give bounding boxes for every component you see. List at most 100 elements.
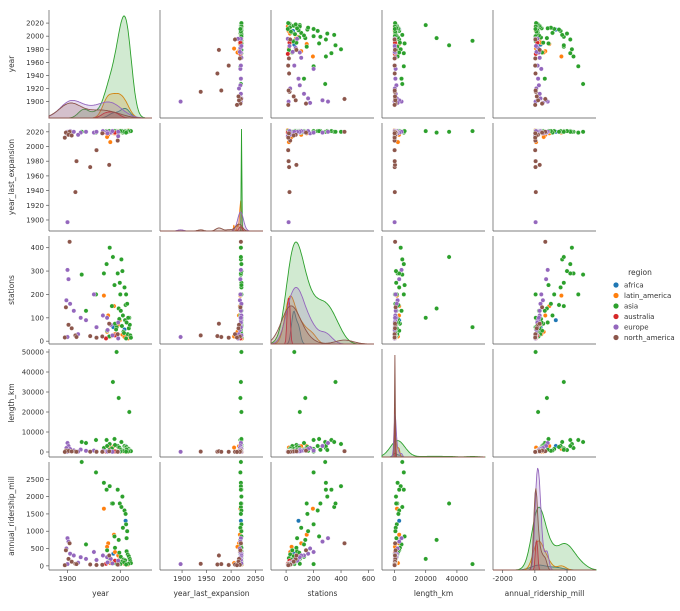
- scatter-point: [333, 42, 338, 48]
- y-tick-label: 1920: [26, 85, 44, 93]
- scatter-point: [69, 325, 75, 331]
- scatter-point: [73, 189, 78, 195]
- panel-annual-ridership-mill-vs-annual-ridership-mill: [492, 462, 597, 571]
- scatter-point: [446, 254, 452, 260]
- y-tick-label: 30000: [22, 389, 44, 397]
- scatter-point: [392, 553, 398, 558]
- scatter-point: [287, 43, 292, 49]
- scatter-point: [107, 245, 113, 251]
- scatter-point: [238, 379, 244, 385]
- scatter-point: [434, 35, 439, 41]
- scatter-point: [305, 528, 311, 534]
- scatter-point: [115, 129, 121, 135]
- scatter-point: [534, 94, 540, 99]
- kde-asia: [160, 128, 263, 232]
- scatter-point: [311, 448, 316, 453]
- scatter-point: [392, 528, 398, 534]
- scatter-point: [559, 439, 565, 445]
- scatter-point: [123, 562, 129, 567]
- panel-year-last-expansion-vs-year: [48, 123, 152, 232]
- scatter-point: [323, 487, 329, 493]
- scatter-point: [311, 469, 316, 475]
- scatter-point: [226, 449, 232, 455]
- scatter-point: [559, 54, 564, 59]
- legend-label-africa: africa: [624, 282, 644, 290]
- scatter-point: [434, 306, 439, 311]
- legend-title: region: [628, 268, 652, 277]
- scatter-point: [104, 261, 110, 267]
- panel-stations-vs-stations: [270, 236, 374, 345]
- scatter-point: [286, 56, 292, 61]
- scatter-point: [392, 71, 398, 76]
- scatter-point: [395, 511, 401, 517]
- y-tick-label: 200: [31, 291, 44, 299]
- scatter-point: [393, 280, 399, 286]
- y-tick-label: 1500: [26, 510, 44, 518]
- scatter-point: [307, 100, 313, 106]
- scatter-point: [550, 30, 555, 36]
- scatter-point: [342, 96, 347, 102]
- scatter-point: [79, 439, 85, 445]
- scatter-point: [93, 469, 99, 475]
- scatter-point: [533, 189, 539, 195]
- scatter-point: [311, 521, 316, 527]
- scatter-point: [393, 304, 398, 310]
- legend-marker-europe: [613, 324, 619, 330]
- scatter-point: [533, 219, 538, 225]
- scatter-point: [83, 542, 89, 547]
- scatter-point: [67, 239, 73, 245]
- scatter-point: [533, 158, 538, 164]
- scatter-point: [236, 86, 242, 91]
- x-axis-label-year-last-expansion: year_last_expansion: [173, 589, 249, 598]
- scatter-point: [218, 561, 224, 567]
- scatter-point: [534, 325, 540, 331]
- x-axis-label-annual-ridership-mill: annual_ridership_mill: [505, 589, 585, 598]
- scatter-point: [396, 539, 402, 544]
- scatter-point: [323, 54, 329, 59]
- panel-year-vs-year: [48, 10, 152, 119]
- scatter-point: [285, 562, 291, 568]
- scatter-point: [317, 447, 323, 453]
- scatter-point: [286, 219, 291, 225]
- scatter-point: [392, 88, 398, 93]
- scatter-point: [105, 560, 111, 565]
- scatter-point: [115, 133, 121, 139]
- scatter-point: [575, 291, 581, 297]
- scatter-point: [325, 440, 331, 446]
- scatter-point: [237, 276, 243, 282]
- scatter-point: [303, 448, 309, 453]
- scatter-point: [106, 448, 112, 454]
- scatter-point: [119, 504, 124, 510]
- scatter-point: [112, 534, 117, 539]
- scatter-point: [533, 71, 538, 76]
- scatter-point: [561, 254, 567, 260]
- scatter-point: [323, 480, 329, 486]
- scatter-point: [333, 129, 338, 135]
- panel-length-km-vs-annual-ridership-mill: [492, 349, 596, 458]
- panel-length-km-vs-year: [48, 349, 152, 458]
- scatter-point: [286, 71, 292, 76]
- panel-year-last-expansion-vs-annual-ridership-mill: [492, 123, 596, 232]
- scatter-point: [328, 50, 334, 56]
- scatter-point: [301, 440, 307, 446]
- scatter-point: [315, 28, 321, 34]
- scatter-point: [470, 561, 475, 567]
- scatter-point: [198, 561, 204, 567]
- scatter-point: [393, 501, 399, 506]
- scatter-point: [198, 332, 204, 338]
- scatter-point: [398, 245, 404, 251]
- panel-year-vs-length-km: [381, 10, 485, 119]
- scatter-point: [234, 449, 240, 455]
- panel-stations-vs-annual-ridership-mill: [492, 236, 596, 345]
- legend-label-australia: australia: [624, 313, 654, 321]
- scatter-point: [392, 130, 397, 136]
- x-tick-label: 20000: [415, 575, 437, 583]
- scatter-point: [338, 441, 344, 447]
- scatter-point: [116, 395, 122, 401]
- scatter-point: [545, 267, 551, 273]
- scatter-point: [238, 409, 244, 415]
- scatter-point: [112, 436, 117, 442]
- scatter-point: [116, 550, 122, 556]
- scatter-point: [123, 130, 129, 136]
- scatter-point: [238, 511, 244, 517]
